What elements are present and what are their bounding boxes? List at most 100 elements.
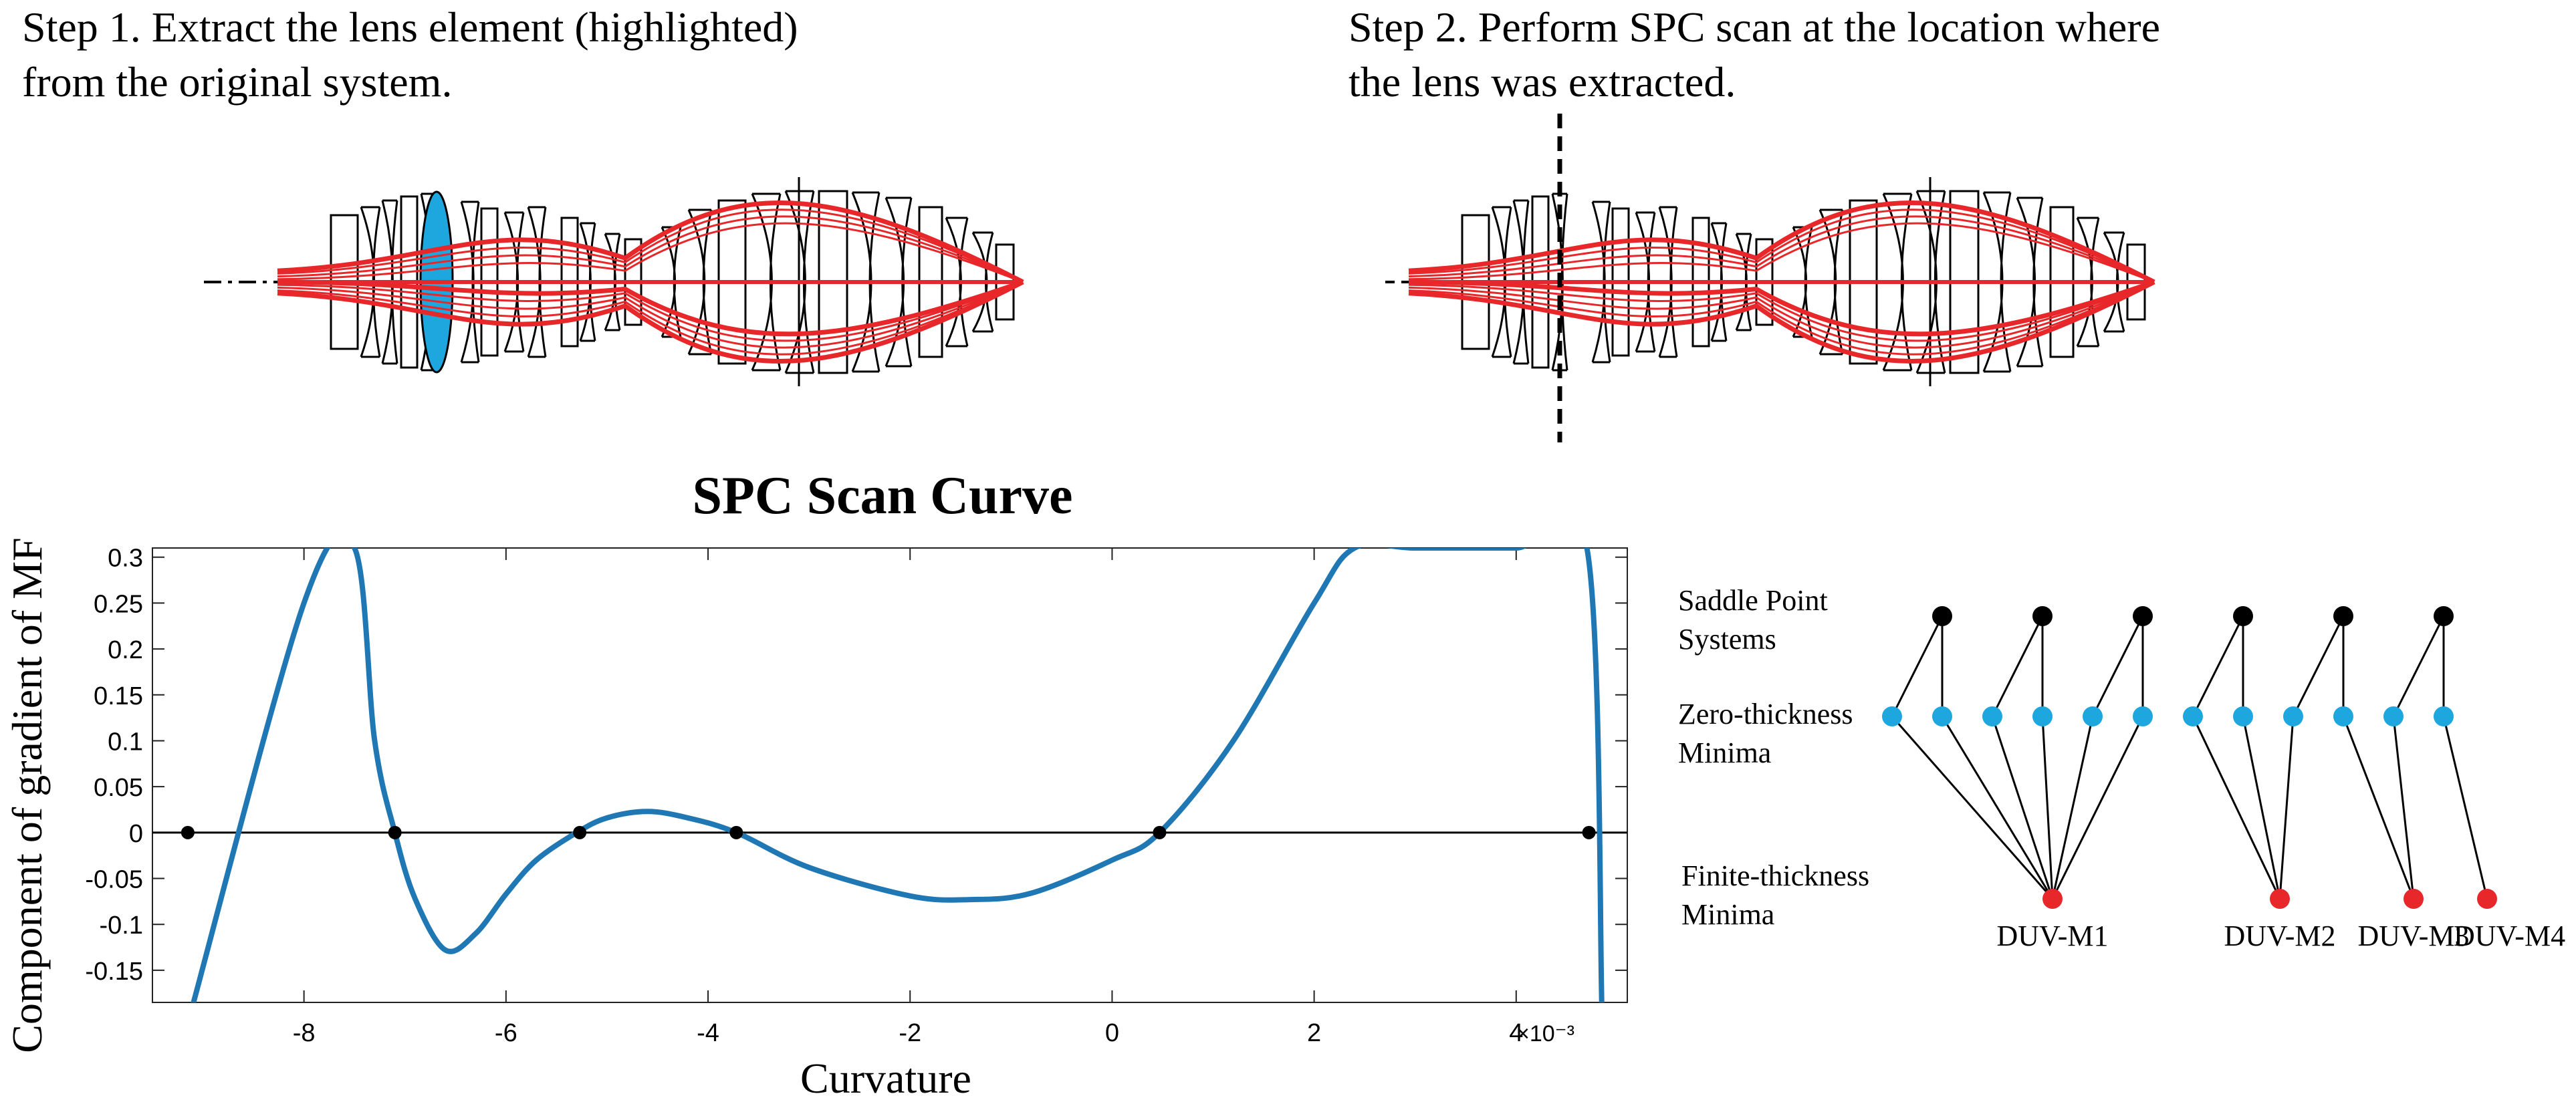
tree-edge [2051,716,2094,899]
zero-thickness-node [2283,706,2303,726]
tree-edges [1891,615,2488,899]
finite-label-line2: Minima [1681,898,1775,931]
lens-element [1691,217,1710,348]
zero-crossing-point [388,825,402,839]
y-tick-label: -0.1 [100,912,143,940]
lens-element [717,199,747,365]
zero-thickness-node [1982,706,2002,726]
tree-edge [2041,716,2054,899]
finite-node-label: DUV-M1 [1996,920,2108,952]
x-axis-label: Curvature [800,1055,971,1096]
saddle-point-node [2434,606,2454,626]
tree-edge [2292,615,2345,717]
x-tick-label: -8 [293,1019,316,1047]
step2-line2: the lens was extracted. [1349,58,1736,106]
lens-diagrams [204,114,2155,442]
tree-edge [1891,615,1944,717]
x-tick-label: 4 [1509,1019,1523,1047]
ray-path [1408,222,2155,283]
ray-path [1408,279,2155,364]
zero-crossing-point [1153,825,1167,839]
x-tick-label: 2 [1307,1019,1321,1047]
ray-path [1408,281,2155,356]
spc-scan-chart: SPC Scan Curve Component of gradient of … [3,468,1628,1096]
tree-edge [2051,716,2144,899]
y-tick-label: 0.25 [94,590,143,618]
y-axis-ticks: 0.3 0.25 0.2 0.15 0.1 0.05 0 -0.05 -0.1 -0.15 [85,545,1627,986]
y-tick-label: 0.05 [94,774,143,802]
ray-path [277,222,1024,283]
ray-path [277,200,1024,285]
y-tick-label: -0.15 [85,958,143,986]
tree-edge [2392,716,2415,899]
tree-edge [2442,716,2488,899]
x-axis-ticks: -8 -6 -4 -2 0 2 4 [293,548,1523,1047]
lens-system-original [204,177,1024,386]
zero-crossing-point [729,825,743,839]
ray-path [1408,279,2155,337]
zero-thickness-node [2383,706,2404,726]
tree-edge [1941,716,2054,899]
x-tick-label: -6 [495,1019,517,1047]
y-tick-label: -0.05 [85,866,143,894]
y-tick-label: 0.15 [94,682,143,710]
lens-element [560,217,579,348]
zero-thickness-node [1882,706,1902,726]
saddle-level-label: Saddle Point Systems [1678,581,1828,659]
lens-element [400,195,419,369]
y-tick-label: 0.1 [108,728,143,756]
ray-path [1408,281,2155,349]
saddle-point-node [2333,606,2353,626]
finite-thickness-node [2404,889,2424,909]
zero-label-line1: Zero-thickness [1678,698,1853,730]
ray-path [277,215,1024,283]
ray-path [1408,281,2155,342]
lens-element [1531,195,1550,369]
ray-fan-right [1408,200,2155,364]
lens-element [918,206,943,358]
lens-element [624,238,642,326]
ray-fan-left [277,200,1024,364]
ray-path [277,209,1024,283]
finite-node-label: DUV-M3 [2357,920,2469,952]
tree-edge [1991,716,2054,899]
x-tick-label: 0 [1105,1019,1119,1047]
ray-path [277,281,1024,342]
x-axis-exponent: ×10⁻³ [1516,1021,1574,1047]
tree-edge [2392,615,2445,717]
zero-thickness-level-label: Zero-thickness Minima [1678,695,1853,773]
finite-thickness-level-label: Finite-thickness Minima [1681,857,1869,934]
scan-curve [191,548,1605,1002]
saddle-point-node [2133,606,2153,626]
zero-crossing-point [181,825,195,839]
zero-crossing-point [1582,825,1596,839]
y-tick-label: 0.2 [108,636,143,664]
lens-system-scan [1385,114,2155,442]
lens-element [2049,206,2075,358]
y-tick-label: 0 [129,820,143,848]
ray-path [277,279,1024,364]
saddle-label-line2: Systems [1678,623,1776,656]
zero-thickness-node [2333,706,2353,726]
finite-thickness-node [2270,889,2290,909]
tree-edge [1891,716,2054,899]
x-tick-label: -4 [697,1019,719,1047]
finite-node-label: DUV-M2 [2224,920,2335,952]
tree-edge [2242,716,2281,899]
ray-path [1408,200,2155,285]
tree-edge [2342,716,2415,899]
ray-path [1408,215,2155,283]
lens-element [1849,199,1878,365]
lens-element [1461,214,1490,350]
zero-thickness-node [2133,706,2153,726]
saddle-label-line1: Saddle Point [1678,584,1828,617]
zero-thickness-node [2083,706,2103,726]
ray-path [277,281,1024,356]
tree-edge [2192,615,2244,717]
zero-crossing-point [573,825,587,839]
zero-thickness-node [2434,706,2454,726]
tree-edge [2091,615,2144,717]
zero-thickness-node [1932,706,1952,726]
